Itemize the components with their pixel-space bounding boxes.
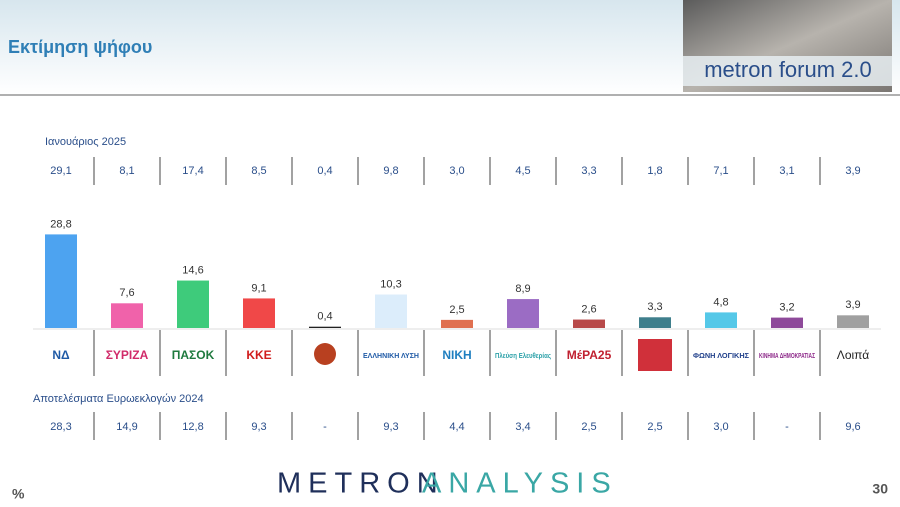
- top-cell: 3,3: [581, 165, 596, 177]
- bottom-cell: 3,4: [515, 421, 530, 433]
- value-label: 3,2: [779, 302, 794, 314]
- bottom-cell: 12,8: [182, 421, 203, 433]
- top-cell: 8,5: [251, 165, 266, 177]
- party-label: ΕΛΛΗΝΙΚΗ ΛΥΣΗ: [363, 353, 419, 360]
- party-logo: [314, 343, 336, 365]
- party-label: ΜέΡΑ25: [567, 348, 612, 362]
- top-cell: 4,5: [515, 165, 530, 177]
- bottom-cell: 28,3: [50, 421, 71, 433]
- bar: [177, 280, 209, 328]
- row-label: Αποτελέσματα Ευρωεκλογών 2024: [33, 393, 204, 405]
- value-label: 7,6: [119, 287, 134, 299]
- value-label: 2,5: [449, 304, 464, 316]
- top-cell: 17,4: [182, 165, 203, 177]
- bottom-cell: 2,5: [581, 421, 596, 433]
- bottom-cell: 3,0: [713, 421, 728, 433]
- bar: [771, 317, 803, 328]
- party-label: Λοιπά: [837, 348, 869, 362]
- bar: [441, 319, 473, 328]
- top-cell: 7,1: [713, 165, 728, 177]
- top-cell: 8,1: [119, 165, 134, 177]
- party-label: ΣΥΡΙΖΑ: [106, 348, 149, 362]
- bar: [243, 298, 275, 328]
- badge-text: metron forum 2.0: [704, 57, 872, 82]
- value-label: 28,8: [50, 218, 71, 230]
- value-label: 3,9: [845, 299, 860, 311]
- logo-part: METRON: [277, 468, 445, 500]
- bottom-cell: -: [785, 421, 789, 433]
- top-cell: 3,9: [845, 165, 860, 177]
- value-label: 14,6: [182, 264, 203, 276]
- bottom-cell: -: [323, 421, 327, 433]
- party-label: ΚΙΝΗΜΑ ΔΗΜΟΚΡΑΤΙΑΣ: [759, 353, 815, 360]
- page-number: 30: [872, 481, 888, 497]
- top-cell: 3,0: [449, 165, 464, 177]
- value-label: 10,3: [380, 278, 401, 290]
- bar: [837, 315, 869, 328]
- bar: [507, 299, 539, 328]
- value-label: 3,3: [647, 301, 662, 313]
- top-cell: 0,4: [317, 165, 332, 177]
- bar: [639, 317, 671, 328]
- title: Εκτίμηση ψήφου: [8, 37, 152, 57]
- bar: [309, 326, 341, 328]
- unit: %: [12, 486, 25, 502]
- badge-strip: [683, 56, 892, 86]
- party-label: ΚΚΕ: [246, 348, 271, 362]
- bottom-cell: 2,5: [647, 421, 662, 433]
- bar: [45, 234, 77, 328]
- row-label: Ιανουάριος 2025: [45, 136, 126, 148]
- bottom-cell: 9,3: [251, 421, 266, 433]
- bottom-cell: 9,3: [383, 421, 398, 433]
- value-label: 0,4: [317, 311, 332, 323]
- top-cell: 1,8: [647, 165, 662, 177]
- bar: [705, 312, 737, 328]
- top-cell: 29,1: [50, 165, 71, 177]
- party-label: ΠΑΣΟΚ: [172, 348, 215, 362]
- bar: [375, 294, 407, 328]
- value-label: 4,8: [713, 296, 728, 308]
- party-label: ΦΩΝΗ ΛΟΓΙΚΗΣ: [693, 353, 749, 360]
- party-label: Πλεύση Ελευθερίας: [495, 352, 551, 360]
- party-logo: [638, 339, 672, 371]
- party-label: ΝΙΚΗ: [442, 348, 471, 362]
- value-label: 9,1: [251, 282, 266, 294]
- value-label: 8,9: [515, 283, 530, 295]
- bottom-cell: 14,9: [116, 421, 137, 433]
- bar: [573, 319, 605, 328]
- logo-part: ANALYSIS: [422, 468, 618, 500]
- top-cell: 3,1: [779, 165, 794, 177]
- bottom-cell: 9,6: [845, 421, 860, 433]
- bottom-cell: 4,4: [449, 421, 464, 433]
- bar: [111, 303, 143, 328]
- value-label: 2,6: [581, 303, 596, 315]
- party-label: ΝΔ: [52, 348, 70, 362]
- top-cell: 9,8: [383, 165, 398, 177]
- plot: 29,1 28,3 28,8 ΝΔ 8,1 14,9 7,6 ΣΥΡΙΖΑ 17,4 12,8 14…: [33, 157, 881, 440]
